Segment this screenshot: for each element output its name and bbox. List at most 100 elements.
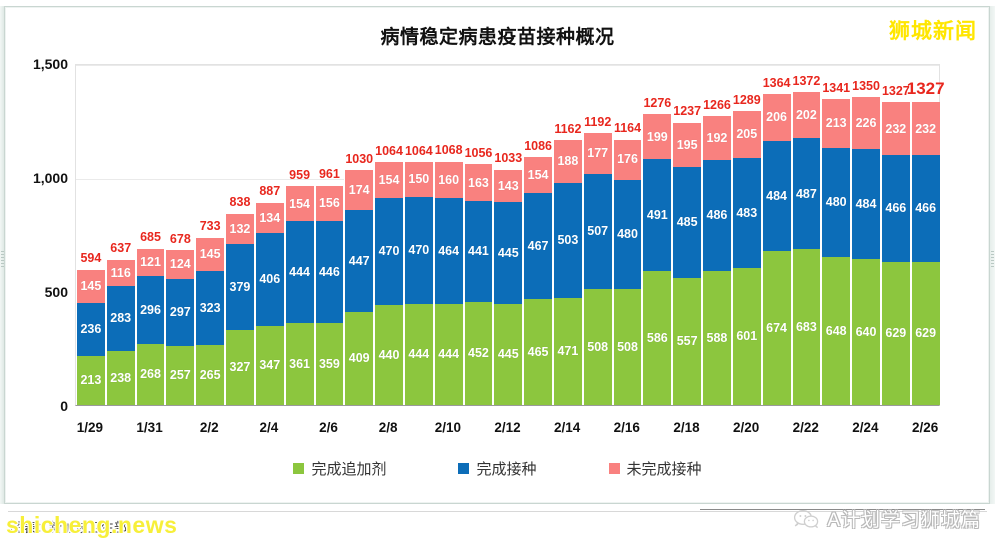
booster-segment[interactable]: 683 (792, 249, 821, 405)
not-fully-vaccinated-segment[interactable]: 232 (911, 102, 940, 156)
not-fully-vaccinated-segment[interactable]: 202 (792, 92, 821, 139)
bar-stack[interactable]: 202 487 683 1372 (791, 75, 822, 405)
bar-column[interactable]: 232 466 629 1327 (907, 65, 945, 405)
bar-column[interactable]: 205 483 601 1289 (731, 65, 762, 405)
booster-segment[interactable]: 601 (732, 267, 761, 405)
bar-column[interactable]: 160 464 444 1068 (433, 65, 464, 405)
booster-segment[interactable]: 359 (315, 323, 344, 405)
booster-segment[interactable]: 629 (881, 261, 910, 405)
bar-column[interactable]: 150 470 444 1064 (403, 65, 434, 405)
not-fully-vaccinated-segment[interactable]: 177 (583, 133, 612, 174)
bar-stack[interactable]: 195 485 557 1237 (672, 105, 703, 405)
bar-stack[interactable]: 132 379 327 838 (225, 196, 255, 405)
fully-vaccinated-segment[interactable]: 283 (106, 286, 135, 351)
booster-segment[interactable]: 213 (77, 356, 105, 405)
not-fully-vaccinated-segment[interactable]: 154 (285, 186, 314, 222)
bar-column[interactable]: 176 480 508 1164 (612, 65, 643, 405)
fully-vaccinated-segment[interactable]: 491 (643, 159, 672, 272)
fully-vaccinated-segment[interactable]: 446 (315, 221, 344, 324)
not-fully-vaccinated-segment[interactable]: 134 (255, 202, 284, 234)
booster-segment[interactable]: 361 (285, 322, 314, 405)
bar-column[interactable]: 134 406 347 887 (254, 65, 285, 405)
booster-segment[interactable]: 648 (822, 257, 851, 405)
booster-segment[interactable]: 409 (345, 311, 374, 405)
bar-stack[interactable]: 134 406 347 887 (254, 185, 285, 405)
bar-stack[interactable]: 156 446 359 961 (314, 168, 345, 405)
fully-vaccinated-segment[interactable]: 470 (404, 196, 433, 304)
legend-item[interactable]: 完成追加剂 (293, 458, 386, 479)
bar-stack[interactable]: 205 483 601 1289 (731, 94, 762, 405)
bar-stack[interactable]: 176 480 508 1164 (612, 122, 643, 405)
bar-column[interactable]: 143 445 445 1033 (493, 65, 524, 405)
fully-vaccinated-segment[interactable]: 485 (673, 167, 702, 279)
not-fully-vaccinated-segment[interactable]: 188 (554, 140, 582, 183)
bar-stack[interactable]: 116 283 238 637 (105, 242, 136, 405)
booster-segment[interactable]: 445 (494, 303, 523, 405)
not-fully-vaccinated-segment[interactable]: 206 (762, 94, 791, 141)
booster-segment[interactable]: 674 (762, 251, 791, 405)
fully-vaccinated-segment[interactable]: 480 (613, 179, 642, 290)
legend-item[interactable]: 完成接种 (458, 458, 537, 479)
booster-segment[interactable]: 265 (196, 344, 225, 405)
bar-column[interactable]: 124 297 257 678 (165, 65, 196, 405)
bar-stack[interactable]: 192 486 588 1266 (702, 99, 732, 405)
bar-column[interactable]: 156 446 359 961 (314, 65, 345, 405)
bar-stack[interactable]: 145 323 265 733 (195, 220, 226, 405)
booster-segment[interactable]: 347 (255, 325, 284, 405)
booster-segment[interactable]: 452 (464, 301, 493, 405)
fully-vaccinated-segment[interactable]: 487 (792, 138, 821, 250)
fully-vaccinated-segment[interactable]: 296 (136, 276, 165, 344)
bar-stack[interactable]: 232 466 629 1327 (880, 85, 911, 405)
not-fully-vaccinated-segment[interactable]: 192 (703, 116, 731, 161)
bar-stack[interactable]: 145 236 213 594 (76, 252, 106, 405)
bar-stack[interactable]: 226 484 640 1350 (851, 80, 881, 405)
booster-segment[interactable]: 640 (852, 259, 880, 405)
fully-vaccinated-segment[interactable]: 466 (881, 155, 910, 262)
bar-column[interactable]: 195 485 557 1237 (672, 65, 703, 405)
bar-stack[interactable]: 206 484 674 1364 (761, 77, 792, 405)
fully-vaccinated-segment[interactable]: 445 (494, 202, 523, 304)
booster-segment[interactable]: 629 (911, 261, 940, 405)
fully-vaccinated-segment[interactable]: 503 (554, 182, 582, 298)
not-fully-vaccinated-segment[interactable]: 121 (136, 248, 165, 277)
not-fully-vaccinated-segment[interactable]: 156 (315, 185, 344, 222)
booster-segment[interactable]: 238 (106, 350, 135, 405)
fully-vaccinated-segment[interactable]: 470 (375, 197, 403, 305)
bar-column[interactable]: 188 503 471 1162 (553, 65, 583, 405)
booster-segment[interactable]: 586 (643, 271, 672, 405)
fully-vaccinated-segment[interactable]: 507 (583, 173, 612, 290)
not-fully-vaccinated-segment[interactable]: 154 (375, 162, 403, 198)
not-fully-vaccinated-segment[interactable]: 232 (881, 102, 910, 156)
not-fully-vaccinated-segment[interactable]: 145 (196, 237, 225, 271)
booster-segment[interactable]: 444 (404, 303, 433, 405)
bar-column[interactable]: 232 466 629 1327 (880, 65, 911, 405)
resize-grip-right-icon[interactable] (991, 251, 994, 267)
fully-vaccinated-segment[interactable]: 480 (822, 147, 851, 258)
fully-vaccinated-segment[interactable]: 483 (732, 157, 761, 268)
bar-column[interactable]: 145 236 213 594 (76, 65, 106, 405)
fully-vaccinated-segment[interactable]: 441 (464, 201, 493, 302)
bar-stack[interactable]: 163 441 452 1056 (463, 147, 494, 405)
bar-stack[interactable]: 154 467 465 1086 (523, 140, 553, 405)
bar-column[interactable]: 202 487 683 1372 (791, 65, 822, 405)
fully-vaccinated-segment[interactable]: 297 (166, 278, 195, 347)
bar-column[interactable]: 121 296 268 685 (135, 65, 166, 405)
bar-column[interactable]: 154 444 361 959 (284, 65, 315, 405)
booster-segment[interactable]: 327 (226, 330, 254, 405)
booster-segment[interactable]: 440 (375, 304, 403, 405)
bar-stack[interactable]: 174 447 409 1030 (344, 153, 375, 405)
bar-column[interactable]: 154 467 465 1086 (523, 65, 553, 405)
booster-segment[interactable]: 557 (673, 278, 702, 405)
booster-segment[interactable]: 268 (136, 343, 165, 405)
bar-stack[interactable]: 232 466 629 1327 (907, 80, 945, 405)
bar-stack[interactable]: 150 470 444 1064 (403, 145, 434, 405)
bar-stack[interactable]: 143 445 445 1033 (493, 152, 524, 405)
bar-stack[interactable]: 188 503 471 1162 (553, 123, 583, 405)
fully-vaccinated-segment[interactable]: 379 (226, 244, 254, 331)
booster-segment[interactable]: 257 (166, 346, 195, 405)
resize-grip-left-icon[interactable] (1, 251, 4, 267)
not-fully-vaccinated-segment[interactable]: 213 (822, 99, 851, 148)
bar-stack[interactable]: 121 296 268 685 (135, 231, 166, 405)
bar-column[interactable]: 192 486 588 1266 (702, 65, 732, 405)
booster-segment[interactable]: 444 (434, 303, 463, 405)
